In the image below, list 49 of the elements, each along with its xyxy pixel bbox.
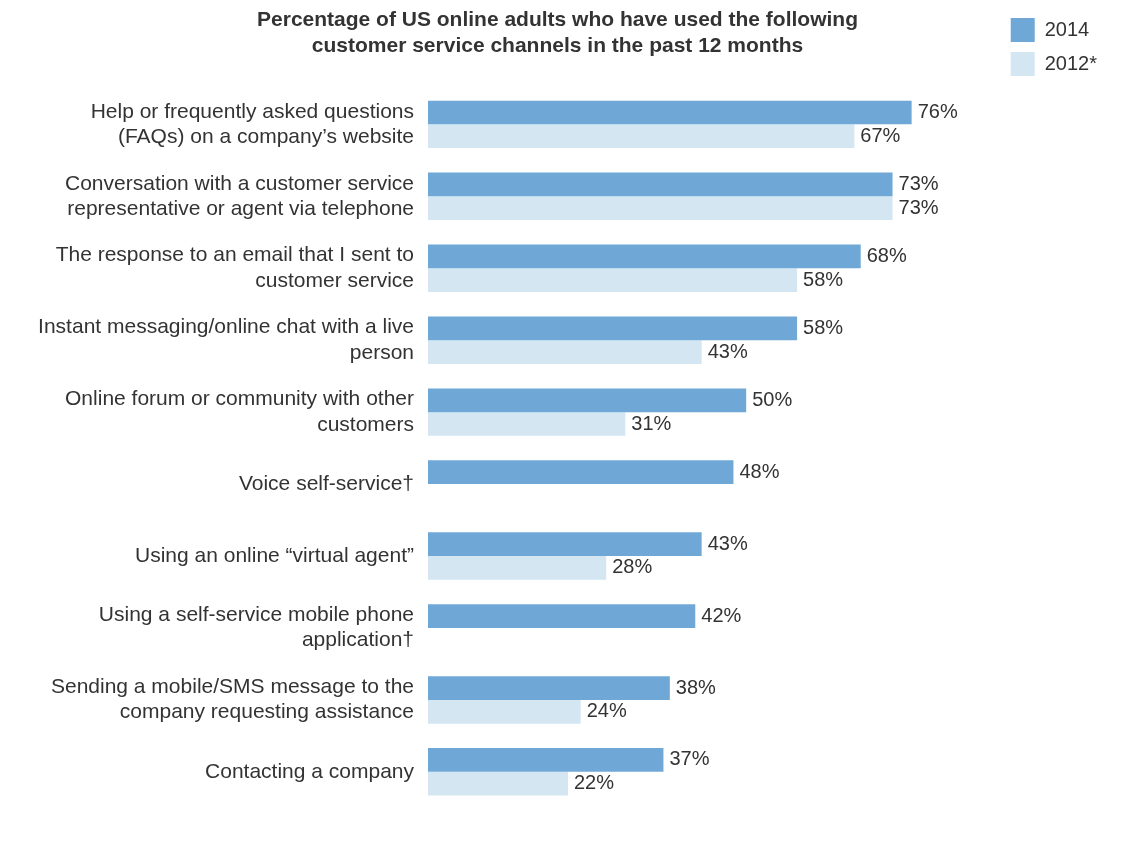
bar	[428, 676, 670, 700]
chart-title: Percentage of US online adults who have used the following customer service channels in the past 12 months	[257, 7, 858, 56]
y-tick-label: Using a self-service mobile phone application†	[98, 602, 414, 651]
data-label: 50%	[752, 387, 793, 410]
data-label: 48%	[739, 459, 780, 482]
legend-label: 2014	[1044, 17, 1090, 40]
bar	[428, 460, 734, 485]
bar	[428, 748, 664, 772]
bar	[428, 244, 861, 269]
data-label: 37%	[669, 747, 710, 770]
data-label: 58%	[803, 315, 844, 338]
data-label: 42%	[701, 603, 742, 626]
data-label: 38%	[675, 675, 717, 698]
y-tick-label: Help or frequently asked questions (FAQs) on a company’s website	[90, 98, 414, 147]
bar	[428, 604, 696, 628]
bar	[428, 196, 893, 221]
bar	[428, 556, 607, 580]
y-tick-label: Online forum or community with other customers	[65, 386, 414, 435]
bar	[428, 699, 581, 724]
data-label: 43%	[707, 531, 748, 554]
data-label: 58%	[803, 267, 844, 290]
bar	[428, 124, 855, 149]
data-label: 73%	[898, 171, 939, 194]
y-tick-label: Instant messaging/online chat with a live person	[38, 314, 414, 363]
bar	[428, 412, 626, 436]
data-label: 24%	[586, 699, 627, 722]
data-label: 68%	[866, 243, 907, 266]
bar	[428, 771, 568, 796]
y-tick-label: The response to an email that I sent to customer service	[55, 242, 414, 291]
y-tick-label: Contacting a company	[205, 758, 415, 782]
data-label: 31%	[631, 411, 672, 434]
bar	[428, 388, 747, 413]
data-label: 28%	[612, 555, 653, 578]
bar	[428, 532, 702, 557]
data-label: 22%	[574, 771, 615, 794]
bar	[428, 268, 798, 292]
y-tick-label: Conversation with a customer service representative or agent via telephone	[65, 170, 414, 219]
y-tick-label: Voice self-service†	[238, 470, 414, 494]
data-label: 67%	[860, 123, 901, 146]
bar	[428, 316, 798, 341]
bar	[428, 340, 702, 364]
bar	[428, 172, 893, 197]
legend-label: 2012*	[1044, 51, 1098, 74]
data-label: 73%	[898, 195, 939, 218]
y-tick-label: Sending a mobile/SMS message to the company requesting assistance	[50, 674, 414, 723]
data-label: 43%	[707, 339, 748, 362]
data-label: 76%	[917, 100, 958, 123]
y-tick-label: Using an online “virtual agent”	[135, 542, 414, 566]
bar	[428, 100, 912, 125]
